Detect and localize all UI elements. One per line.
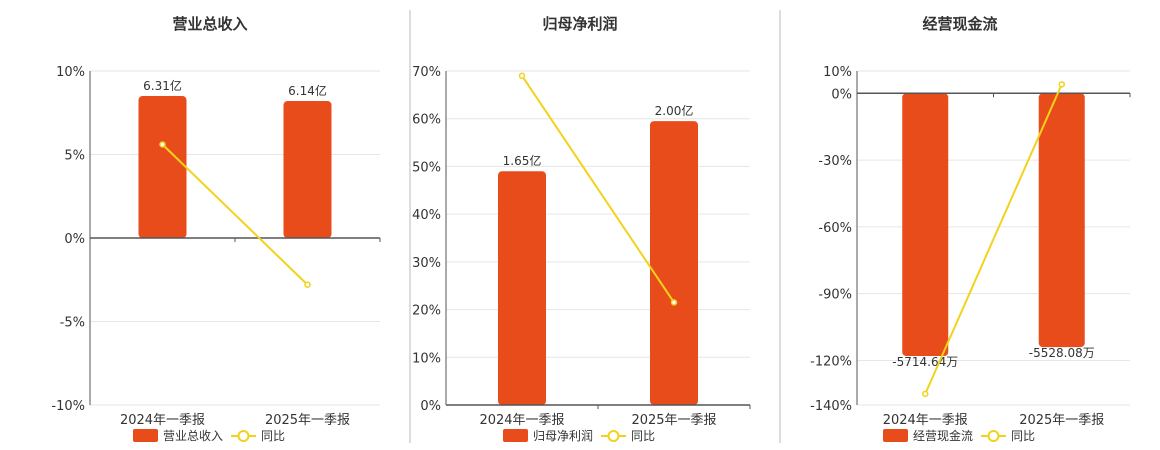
legend-swatch-bar xyxy=(883,429,908,442)
legend-swatch-marker xyxy=(987,430,1000,442)
yoy-point[interactable] xyxy=(159,141,166,148)
legend-label-bar: 营业总收入 xyxy=(163,429,223,443)
chart-title: 经营现金流 xyxy=(922,15,997,33)
x-category-label: 2024年一季报 xyxy=(883,413,968,428)
y-tick-label: -140% xyxy=(810,399,852,414)
y-tick-label: 30% xyxy=(412,256,441,271)
legend-label-bar: 归母净利润 xyxy=(533,429,593,443)
y-tick-label: 0% xyxy=(64,232,85,247)
legend: 营业总收入 同比 xyxy=(133,429,285,443)
bar[interactable] xyxy=(498,171,546,405)
bar[interactable] xyxy=(902,93,949,357)
yoy-line xyxy=(924,83,1063,395)
yoy-line xyxy=(521,75,675,303)
chart-title: 营业总收入 xyxy=(172,15,247,33)
bar-value-label: 2.00亿 xyxy=(655,103,694,118)
y-tick-label: 20% xyxy=(412,304,441,319)
y-tick-label: 60% xyxy=(412,113,441,128)
legend-label-bar: 经营现金流 xyxy=(913,428,973,443)
legend-label-line: 同比 xyxy=(261,429,285,443)
legend: 归母净利润 同比 xyxy=(503,429,655,443)
chart-panel-2: 归母净利润 70% 60% 50% 40% 30% 20% 10% 0% 1.65亿 2.00亿 20… xyxy=(412,15,751,443)
x-category-label: 2025年一季报 xyxy=(265,413,350,428)
chart-panel-3: 经营现金流 10% 0% -30% -60% -90% -120% -140% -5714.64… xyxy=(810,15,1131,443)
legend-swatch-marker xyxy=(607,430,620,442)
bar-value-label: -5528.08万 xyxy=(1029,346,1095,360)
x-category-label: 2025年一季报 xyxy=(1019,413,1104,428)
bar[interactable] xyxy=(650,121,698,405)
legend-label-line: 同比 xyxy=(1011,429,1035,443)
y-tick-label: -10% xyxy=(51,399,85,414)
legend-swatch-bar xyxy=(503,429,528,442)
y-tick-label: 0% xyxy=(420,399,441,414)
bar[interactable] xyxy=(283,101,332,238)
x-category-label: 2025年一季报 xyxy=(631,413,716,428)
bar-value-label: 6.14亿 xyxy=(288,83,327,98)
y-tick-label: 50% xyxy=(412,160,441,175)
yoy-point[interactable] xyxy=(518,72,526,80)
y-tick-label: 10% xyxy=(823,65,852,80)
y-tick-label: 10% xyxy=(412,351,441,366)
legend-swatch-bar xyxy=(133,429,158,442)
y-tick-label: -5% xyxy=(60,316,85,331)
legend-label-line: 同比 xyxy=(631,429,655,443)
legend: 经营现金流 同比 xyxy=(883,428,1035,443)
bar[interactable] xyxy=(138,96,187,238)
bar-value-label: -5714.64万 xyxy=(892,355,958,369)
bar-value-label: 1.65亿 xyxy=(503,153,542,168)
chart-panel-1: 营业总收入 10% 5% 0% -5% -10% 6.31亿 6.14亿 2024年一季报 202… xyxy=(51,15,381,443)
y-tick-label: -60% xyxy=(818,221,852,236)
yoy-point[interactable] xyxy=(922,390,929,398)
y-tick-label: -120% xyxy=(810,354,852,369)
y-tick-label: -90% xyxy=(818,288,852,303)
bar[interactable] xyxy=(1038,93,1085,348)
y-tick-label: 0% xyxy=(831,87,852,102)
yoy-point[interactable] xyxy=(1058,81,1065,88)
y-tick-label: -30% xyxy=(818,154,852,169)
yoy-line xyxy=(161,143,309,286)
chart-title: 归母净利润 xyxy=(542,15,617,33)
x-category-label: 2024年一季报 xyxy=(120,413,205,428)
bar-value-label: 6.31亿 xyxy=(143,78,182,93)
yoy-point[interactable] xyxy=(304,281,311,289)
y-tick-label: 40% xyxy=(412,208,441,223)
yoy-point[interactable] xyxy=(670,299,678,306)
x-category-label: 2024年一季报 xyxy=(479,413,564,428)
legend-swatch-marker xyxy=(237,430,250,442)
y-tick-label: 5% xyxy=(64,149,85,164)
y-tick-label: 70% xyxy=(412,65,441,80)
y-tick-label: 10% xyxy=(56,65,85,80)
